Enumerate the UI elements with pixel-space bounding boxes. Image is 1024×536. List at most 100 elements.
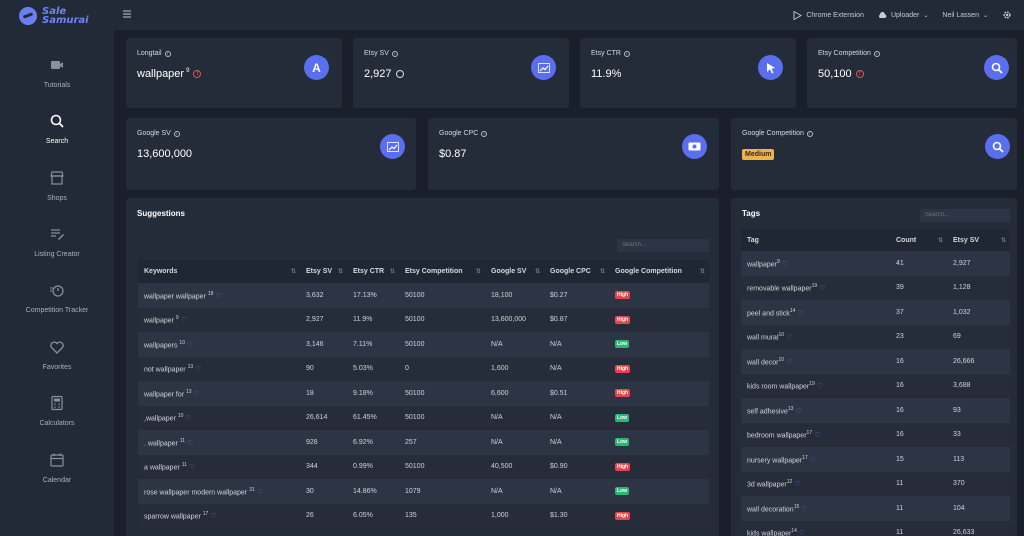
tag-cell[interactable]: kids wallpaper14 ♡	[741, 520, 890, 536]
column-header[interactable]: Keywords ⇅	[138, 260, 300, 283]
keyword-cell[interactable]: wallpaper 9 ♡	[138, 307, 300, 332]
table-row[interactable]: bedroom wallpaper17 ♡ 16 33	[741, 422, 1010, 447]
table-row[interactable]: kids room wallpaper19 ♡ 16 3,688	[741, 373, 1010, 398]
gear-icon[interactable]	[1002, 10, 1012, 20]
info-icon[interactable]: i	[164, 50, 171, 57]
keyword-cell[interactable]: rose wallpaper modern wallpaper 31 ♡	[138, 479, 300, 504]
tag-cell[interactable]: wall decoration15 ♡	[741, 496, 890, 521]
table-row[interactable]: wall decor10 ♡ 16 26,666	[741, 349, 1010, 374]
column-header[interactable]: Google Competition ⇅	[609, 260, 709, 283]
sidebar-item-favorites[interactable]: Favorites	[0, 339, 114, 371]
heart-icon[interactable]: ♡	[797, 309, 804, 317]
etsy-competition-cell: 50100	[399, 454, 485, 479]
table-row[interactable]: nursery wallpaper17 ♡ 15 113	[741, 447, 1010, 472]
keyword-cell[interactable]: . wallpaper 11 ♡	[138, 430, 300, 455]
suggestions-search-input[interactable]	[617, 239, 709, 252]
column-header[interactable]: Count ⇅	[890, 229, 947, 251]
tag-cell[interactable]: peel and stick14 ♡	[741, 300, 890, 325]
table-row[interactable]: ,wallpaper 10 ♡ 26,614 61.45% 50100 N/A N/A Low	[138, 405, 709, 430]
heart-icon[interactable]: ♡	[794, 481, 801, 489]
tag-cell[interactable]: kids room wallpaper19 ♡	[741, 373, 890, 398]
chrome-extension-link[interactable]: Chrome Extension	[793, 10, 864, 20]
table-row[interactable]: wallpaper 9 ♡ 2,927 11.9% 50100 13,600,000 $0.…	[138, 307, 709, 332]
info-icon[interactable]: i	[806, 130, 813, 137]
brand-logo[interactable]: Sale Samurai	[0, 0, 114, 32]
heart-icon[interactable]: ♡	[816, 383, 824, 391]
tag-cell[interactable]: wall mural10 ♡	[741, 324, 890, 349]
table-row[interactable]: removable wallpaper19 ♡ 39 1,128	[741, 275, 1010, 300]
heart-icon[interactable]: ♡	[801, 505, 808, 513]
table-row[interactable]: wallpapers 10 ♡ 3,146 7.11% 50100 N/A N/A Low	[138, 332, 709, 357]
keyword-cell[interactable]: wallpaper wallpaper 18 ♡	[138, 283, 300, 308]
keyword-cell[interactable]: not wallpaper 13 ♡	[138, 356, 300, 381]
column-header[interactable]: Etsy Competition ⇅	[399, 260, 485, 283]
sidebar-item-shops[interactable]: Shops	[0, 170, 114, 202]
table-row[interactable]: wall decoration15 ♡ 11 104	[741, 496, 1010, 521]
table-row[interactable]: wallpaper wallpaper 18 ♡ 3,632 17.13% 50100 1…	[138, 283, 709, 308]
table-row[interactable]: self adhesive13 ♡ 16 93	[741, 398, 1010, 423]
heart-icon[interactable]: ♡	[814, 432, 821, 440]
tag-cell[interactable]: 3d wallpaper12 ♡	[741, 471, 890, 496]
heart-icon[interactable]: ♡	[186, 341, 194, 349]
sidebar-item-calculators[interactable]: Calculators	[0, 395, 114, 427]
heart-icon[interactable]: ♡	[798, 530, 806, 536]
heart-icon[interactable]: ♡	[188, 464, 196, 472]
info-icon[interactable]: i	[623, 50, 630, 57]
table-row[interactable]: rose wallpaper modern wallpaper 31 ♡ 30 14.…	[138, 479, 709, 504]
info-icon[interactable]: i	[391, 50, 398, 57]
tag-cell[interactable]: wall decor10 ♡	[741, 349, 890, 374]
heart-icon[interactable]: ♡	[187, 439, 194, 447]
column-header[interactable]: Etsy SV ⇅	[947, 229, 1010, 251]
heart-icon[interactable]: ♡	[193, 390, 200, 398]
heart-icon[interactable]: ♡	[781, 260, 789, 268]
tag-cell[interactable]: nursery wallpaper17 ♡	[741, 447, 890, 472]
user-menu[interactable]: Neil Lassen ⌄	[942, 12, 988, 19]
heart-icon[interactable]: ♡	[195, 366, 202, 374]
heart-icon[interactable]: ♡	[786, 358, 793, 366]
keyword-cell[interactable]: sparrow wallpaper 17 ♡	[138, 503, 300, 528]
table-row[interactable]: a wallpaper 11 ♡ 344 0.99% 50100 40,500 $0.90 H…	[138, 454, 709, 479]
sidebar-item-competition-tracker[interactable]: Competition Tracker	[0, 282, 114, 314]
heart-icon[interactable]: ♡	[185, 415, 192, 423]
table-row[interactable]: 3d wallpaper12 ♡ 11 370	[741, 471, 1010, 496]
keyword-cell[interactable]: wallpapers 10 ♡	[138, 332, 300, 357]
heart-icon[interactable]: ♡	[795, 407, 802, 415]
tag-cell[interactable]: self adhesive13 ♡	[741, 398, 890, 423]
table-row[interactable]: wallpaper for 13 ♡ 18 9.18% 50100 6,600 $0.51 H…	[138, 381, 709, 406]
table-row[interactable]: wallpaper9 ♡ 41 2,927	[741, 251, 1010, 276]
tags-search-input[interactable]	[920, 209, 1010, 222]
table-row[interactable]: peel and stick14 ♡ 37 1,032	[741, 300, 1010, 325]
tag-cell[interactable]: wallpaper9 ♡	[741, 251, 890, 276]
heart-icon[interactable]: ♡	[180, 317, 187, 325]
heart-icon[interactable]: ♡	[256, 488, 263, 496]
sidebar-item-listing-creator[interactable]: Listing Creator	[0, 226, 114, 258]
sidebar-item-search[interactable]: Search	[0, 113, 114, 145]
table-row[interactable]: kids wallpaper14 ♡ 11 26,633	[741, 520, 1010, 536]
tag-cell[interactable]: bedroom wallpaper17 ♡	[741, 422, 890, 447]
sidebar-item-calendar[interactable]: Calendar	[0, 452, 114, 484]
heart-icon[interactable]: ♡	[809, 456, 817, 464]
heart-icon[interactable]: ♡	[215, 292, 222, 300]
column-header[interactable]: Etsy CTR ⇅	[347, 260, 399, 283]
table-row[interactable]: . wallpaper 11 ♡ 928 6.92% 257 N/A N/A Low	[138, 430, 709, 455]
heart-icon[interactable]: ♡	[819, 285, 826, 293]
menu-icon[interactable]	[123, 10, 131, 18]
table-row[interactable]: not wallpaper 13 ♡ 90 5.03% 0 1,600 N/A High	[138, 356, 709, 381]
column-header[interactable]: Google SV ⇅	[485, 260, 544, 283]
tag-cell[interactable]: removable wallpaper19 ♡	[741, 275, 890, 300]
column-header[interactable]: Etsy SV ⇅	[300, 260, 347, 283]
column-header[interactable]: Google CPC ⇅	[544, 260, 609, 283]
uploader-dropdown[interactable]: Uploader ⌄	[878, 11, 928, 19]
info-icon[interactable]: i	[873, 50, 880, 57]
sidebar-item-tutorials[interactable]: Tutorials	[0, 57, 114, 89]
keyword-cell[interactable]: ,wallpaper 10 ♡	[138, 405, 300, 430]
heart-icon[interactable]: ♡	[786, 334, 793, 342]
keyword-cell[interactable]: wallpaper for 13 ♡	[138, 381, 300, 406]
table-row[interactable]: wall mural10 ♡ 23 69	[741, 324, 1010, 349]
column-header[interactable]: Tag	[741, 229, 890, 251]
info-icon[interactable]: i	[481, 130, 488, 137]
keyword-cell[interactable]: a wallpaper 11 ♡	[138, 454, 300, 479]
table-row[interactable]: sparrow wallpaper 17 ♡ 26 6.05% 135 1,000 $1.3…	[138, 503, 709, 528]
info-icon[interactable]: i	[173, 130, 180, 137]
heart-icon[interactable]: ♡	[210, 513, 217, 521]
